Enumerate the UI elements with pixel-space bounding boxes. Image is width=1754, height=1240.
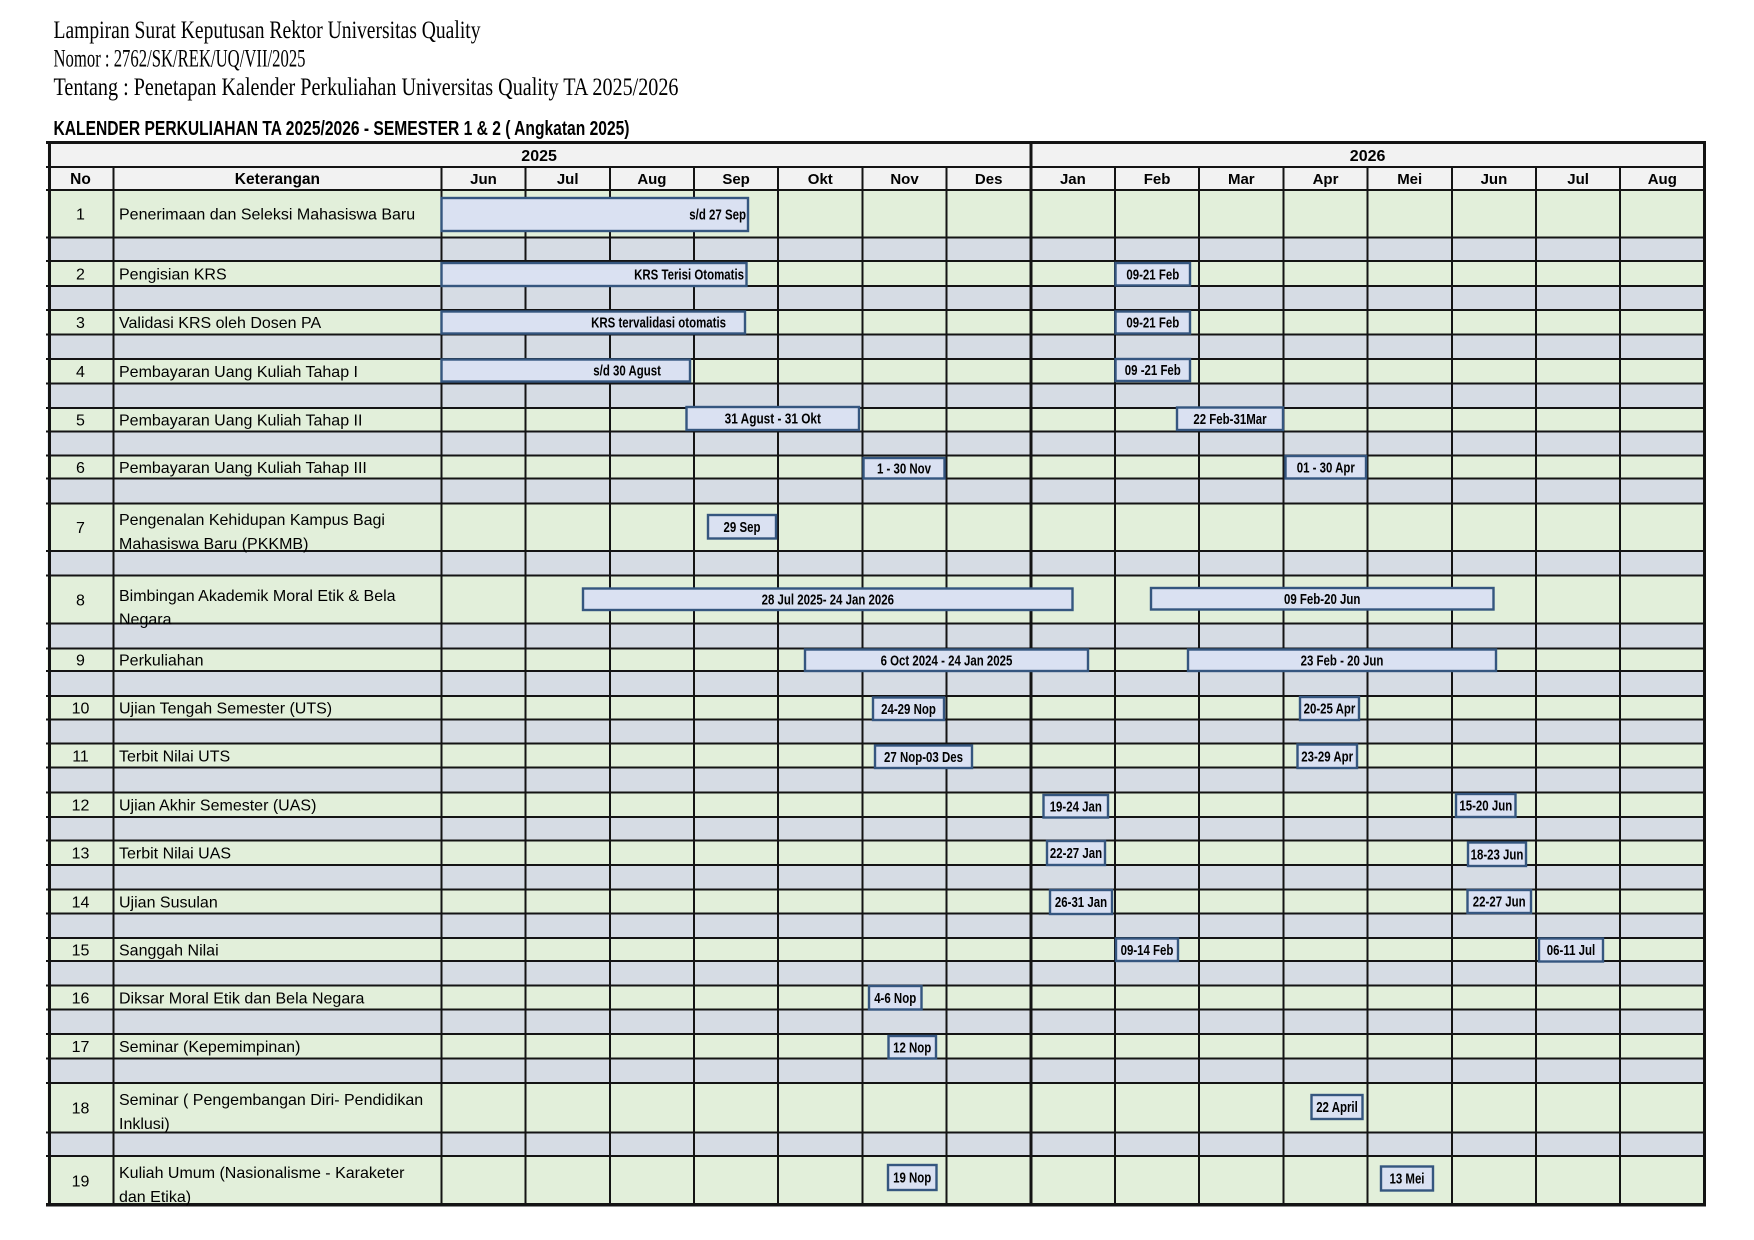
svg-text:Lampiran Surat Keputusan Rekto: Lampiran Surat Keputusan Rektor Universi… bbox=[54, 17, 481, 44]
svg-text:Penerimaan dan Seleksi Mahasis: Penerimaan dan Seleksi Mahasiswa Baru bbox=[119, 207, 415, 224]
svg-text:2: 2 bbox=[76, 266, 85, 283]
svg-text:KRS Terisi Otomatis: KRS Terisi Otomatis bbox=[634, 268, 744, 284]
svg-text:7: 7 bbox=[76, 520, 85, 537]
svg-text:15-20 Jun: 15-20 Jun bbox=[1459, 799, 1512, 815]
svg-text:Aug: Aug bbox=[637, 171, 666, 188]
svg-text:09-21 Feb: 09-21 Feb bbox=[1126, 267, 1179, 283]
svg-text:Ujian Susulan: Ujian Susulan bbox=[119, 894, 218, 911]
svg-text:12: 12 bbox=[72, 798, 90, 815]
svg-text:Sanggah Nilai: Sanggah Nilai bbox=[119, 942, 219, 959]
svg-text:Pembayaran Uang Kuliah Tahap I: Pembayaran Uang Kuliah Tahap III bbox=[119, 460, 367, 477]
svg-text:Seminar (Kepemimpinan): Seminar (Kepemimpinan) bbox=[119, 1039, 300, 1056]
svg-text:Sep: Sep bbox=[722, 171, 750, 188]
svg-text:Nomor : 2762/SK/REK/UQ/VII/202: Nomor : 2762/SK/REK/UQ/VII/2025 bbox=[54, 46, 306, 73]
svg-text:KRS tervalidasi otomatis: KRS tervalidasi otomatis bbox=[591, 316, 726, 332]
svg-text:28 Jul 2025- 24 Jan 2026: 28 Jul 2025- 24 Jan 2026 bbox=[762, 593, 894, 609]
svg-text:18: 18 bbox=[72, 1101, 90, 1118]
svg-text:Apr: Apr bbox=[1313, 171, 1339, 188]
svg-text:2025: 2025 bbox=[521, 148, 557, 165]
svg-text:6: 6 bbox=[76, 460, 85, 477]
svg-text:13: 13 bbox=[72, 846, 90, 863]
svg-text:22-27 Jan: 22-27 Jan bbox=[1050, 846, 1102, 862]
svg-text:Aug: Aug bbox=[1648, 171, 1677, 188]
svg-text:24-29 Nop: 24-29 Nop bbox=[881, 702, 936, 718]
svg-text:Jan: Jan bbox=[1060, 171, 1086, 188]
svg-text:06-11 Jul: 06-11 Jul bbox=[1547, 943, 1595, 959]
svg-text:No: No bbox=[70, 171, 91, 188]
svg-text:KALENDER PERKULIAHAN TA 2025/2: KALENDER PERKULIAHAN TA 2025/2026 - SEME… bbox=[54, 118, 630, 140]
svg-text:13 Mei: 13 Mei bbox=[1390, 1172, 1425, 1188]
svg-text:1: 1 bbox=[76, 207, 85, 224]
svg-text:Seminar ( Pengembangan Diri- P: Seminar ( Pengembangan Diri- Pendidikan bbox=[119, 1092, 423, 1109]
svg-text:23 Feb - 20 Jun: 23 Feb - 20 Jun bbox=[1301, 654, 1384, 670]
svg-text:Jul: Jul bbox=[1567, 171, 1589, 188]
svg-text:Des: Des bbox=[975, 171, 1003, 188]
svg-text:01 - 30 Apr: 01 - 30 Apr bbox=[1297, 460, 1355, 476]
svg-text:9: 9 bbox=[76, 653, 85, 670]
svg-text:Pengenalan Kehidupan Kampus Ba: Pengenalan Kehidupan Kampus Bagi bbox=[119, 512, 385, 529]
svg-text:19 Nop: 19 Nop bbox=[893, 1171, 931, 1187]
svg-text:Mahasiswa Baru (PKKMB): Mahasiswa Baru (PKKMB) bbox=[119, 536, 308, 553]
svg-text:10: 10 bbox=[72, 701, 90, 718]
svg-text:09-14 Feb: 09-14 Feb bbox=[1121, 943, 1174, 959]
svg-text:6 Oct 2024 - 24 Jan 2025: 6 Oct 2024 - 24 Jan 2025 bbox=[881, 654, 1013, 670]
svg-text:2026: 2026 bbox=[1350, 148, 1386, 165]
svg-text:09 Feb-20 Jun: 09 Feb-20 Jun bbox=[1284, 592, 1360, 608]
svg-text:17: 17 bbox=[72, 1039, 90, 1056]
svg-text:Ujian Tengah Semester (UTS): Ujian Tengah Semester (UTS) bbox=[119, 701, 332, 718]
svg-text:Bimbingan Akademik Moral Etik: Bimbingan Akademik Moral Etik & Bela bbox=[119, 588, 396, 605]
svg-text:Terbit Nilai UAS: Terbit Nilai UAS bbox=[119, 846, 231, 863]
svg-text:dan Etika): dan Etika) bbox=[119, 1189, 191, 1206]
svg-text:19: 19 bbox=[72, 1173, 90, 1190]
svg-text:Okt: Okt bbox=[808, 171, 833, 188]
svg-text:Jun: Jun bbox=[1481, 171, 1508, 188]
svg-text:19-24 Jan: 19-24 Jan bbox=[1050, 800, 1102, 816]
svg-text:14: 14 bbox=[72, 894, 90, 911]
svg-text:16: 16 bbox=[72, 990, 90, 1007]
svg-text:Validasi KRS oleh Dosen PA: Validasi KRS oleh Dosen PA bbox=[119, 315, 322, 332]
svg-text:Pembayaran Uang Kuliah Tahap I: Pembayaran Uang Kuliah Tahap I bbox=[119, 364, 358, 381]
svg-text:22 Feb-31Mar: 22 Feb-31Mar bbox=[1193, 412, 1266, 428]
svg-text:4-6 Nop: 4-6 Nop bbox=[874, 991, 916, 1007]
svg-text:20-25 Apr: 20-25 Apr bbox=[1304, 702, 1356, 718]
svg-text:Jun: Jun bbox=[470, 171, 497, 188]
svg-text:Kuliah Umum (Nasionalisme - Ka: Kuliah Umum (Nasionalisme - Karaketer bbox=[119, 1165, 405, 1182]
svg-text:8: 8 bbox=[76, 592, 85, 609]
svg-text:Pembayaran Uang Kuliah Tahap I: Pembayaran Uang Kuliah Tahap II bbox=[119, 413, 362, 430]
svg-text:23-29 Apr: 23-29 Apr bbox=[1301, 750, 1353, 766]
svg-text:Perkuliahan: Perkuliahan bbox=[119, 653, 204, 670]
svg-text:22-27 Jun: 22-27 Jun bbox=[1473, 895, 1526, 911]
svg-text:s/d 30 Agust: s/d 30 Agust bbox=[593, 364, 661, 380]
svg-text:Mar: Mar bbox=[1228, 171, 1255, 188]
svg-text:Tentang : Penetapan Kalender P: Tentang : Penetapan Kalender Perkuliahan… bbox=[54, 74, 679, 101]
svg-text:31 Agust - 31 Okt: 31 Agust - 31 Okt bbox=[725, 412, 821, 428]
svg-text:29 Sep: 29 Sep bbox=[724, 520, 761, 536]
svg-text:Pengisian KRS: Pengisian KRS bbox=[119, 266, 227, 283]
svg-text:Nov: Nov bbox=[890, 171, 919, 188]
svg-text:4: 4 bbox=[76, 364, 85, 381]
svg-text:26-31 Jan: 26-31 Jan bbox=[1055, 895, 1107, 911]
svg-text:Keterangan: Keterangan bbox=[235, 171, 320, 188]
svg-text:Diksar Moral Etik dan Bela Neg: Diksar Moral Etik dan Bela Negara bbox=[119, 990, 365, 1007]
svg-text:Inklusi): Inklusi) bbox=[119, 1116, 170, 1133]
svg-text:5: 5 bbox=[76, 413, 85, 430]
svg-text:Terbit Nilai UTS: Terbit Nilai UTS bbox=[119, 748, 230, 765]
svg-text:27 Nop-03 Des: 27 Nop-03 Des bbox=[884, 750, 963, 766]
svg-text:Ujian Akhir Semester (UAS): Ujian Akhir Semester (UAS) bbox=[119, 798, 316, 815]
svg-text:3: 3 bbox=[76, 315, 85, 332]
svg-text:15: 15 bbox=[72, 942, 90, 959]
svg-text:22 April: 22 April bbox=[1316, 1100, 1358, 1116]
svg-text:12 Nop: 12 Nop bbox=[893, 1041, 931, 1057]
svg-text:Mei: Mei bbox=[1397, 171, 1422, 188]
svg-text:09-21 Feb: 09-21 Feb bbox=[1126, 316, 1179, 332]
svg-text:Jul: Jul bbox=[557, 171, 579, 188]
svg-text:09 -21 Feb: 09 -21 Feb bbox=[1125, 363, 1181, 379]
svg-text:s/d 27 Sep: s/d 27 Sep bbox=[689, 208, 746, 224]
svg-text:Feb: Feb bbox=[1144, 171, 1171, 188]
svg-text:11: 11 bbox=[72, 748, 89, 765]
svg-text:18-23 Jun: 18-23 Jun bbox=[1471, 848, 1524, 864]
svg-text:1 - 30 Nov: 1 - 30 Nov bbox=[877, 461, 931, 477]
svg-text:Negara: Negara bbox=[119, 612, 172, 629]
